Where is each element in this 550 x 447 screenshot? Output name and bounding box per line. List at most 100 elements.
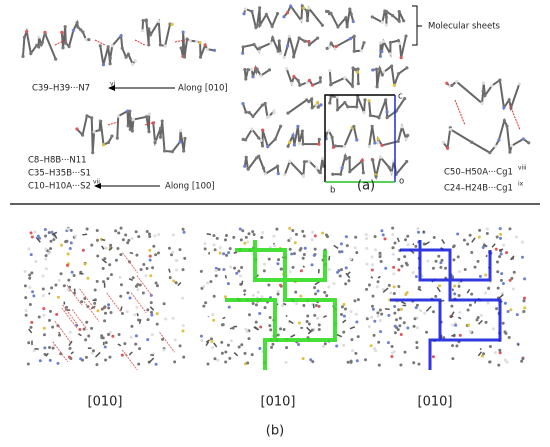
atom [135,230,138,233]
atom [269,41,272,44]
atom [450,84,453,87]
atom [326,235,329,238]
contact-label: C24–H24B···Cg1 [444,184,513,194]
atom [24,270,27,273]
atom [313,314,316,317]
atom [230,339,233,342]
atom [244,8,247,11]
atom [342,331,345,334]
atom [157,233,160,236]
atom [498,255,501,258]
bond [450,316,453,317]
atom [169,276,172,279]
atom [376,141,379,144]
atom [363,98,366,101]
atom [377,341,380,344]
atom [102,280,105,283]
atom [239,274,242,277]
atom [148,232,151,235]
atom [374,235,377,238]
atom [107,333,110,336]
atom [204,301,207,304]
atom [57,296,60,299]
atom [50,286,53,289]
atom [277,172,280,175]
atom [477,260,480,263]
atom [195,40,198,43]
atom [24,296,27,299]
atom [157,20,160,23]
atom [220,341,223,344]
atom [362,111,365,114]
atom [395,318,398,321]
atom [496,236,499,239]
atom [382,233,385,236]
atom [272,235,275,238]
atom [355,138,358,141]
atom [229,247,232,250]
panel-caption: (a) [357,179,375,194]
atom [467,324,470,327]
atom [225,254,228,257]
atom [339,173,342,176]
atom [458,285,461,288]
atom [349,257,352,260]
atom [100,334,103,337]
atom [96,255,99,258]
atom [378,252,381,255]
atom [211,346,214,349]
atom [44,33,47,36]
atom [527,141,530,144]
atom [336,108,339,111]
atom [372,295,375,298]
symmetry-code: ix [518,181,524,188]
atom [303,40,306,43]
atom [321,232,324,235]
atom [102,267,105,270]
atom [385,23,388,26]
atom [404,351,407,354]
atom [308,79,311,82]
atom [139,283,142,286]
atom [469,234,472,237]
atom [172,317,175,320]
atom [34,231,37,234]
atom [288,141,291,144]
atom [482,89,485,92]
atom [328,268,331,271]
atom [116,247,119,250]
atom [397,72,400,75]
atom [239,228,242,231]
atom [392,272,395,275]
atom [28,274,31,277]
atom [251,75,254,78]
atom [212,319,215,322]
atom [516,313,519,316]
atom [105,341,108,344]
bond [102,240,106,241]
atom [257,291,260,294]
atom [433,236,436,239]
atom [317,106,320,109]
atom [182,356,185,359]
atom [391,227,394,230]
atom [258,50,261,53]
atom [497,364,500,367]
atom [251,230,254,233]
atom [150,313,153,316]
contact-label: C39–H39···N7 [32,84,90,94]
atom [146,230,149,233]
atom [130,336,133,339]
atom [376,285,379,288]
atom [314,248,317,251]
atom [91,151,94,154]
atom [76,21,79,24]
atom [48,231,51,234]
atom [107,303,110,306]
atom [255,321,258,324]
atom [392,266,395,269]
atom [156,323,159,326]
atom [484,273,487,276]
panel-caption: (b) [266,424,284,439]
atom [336,25,339,28]
